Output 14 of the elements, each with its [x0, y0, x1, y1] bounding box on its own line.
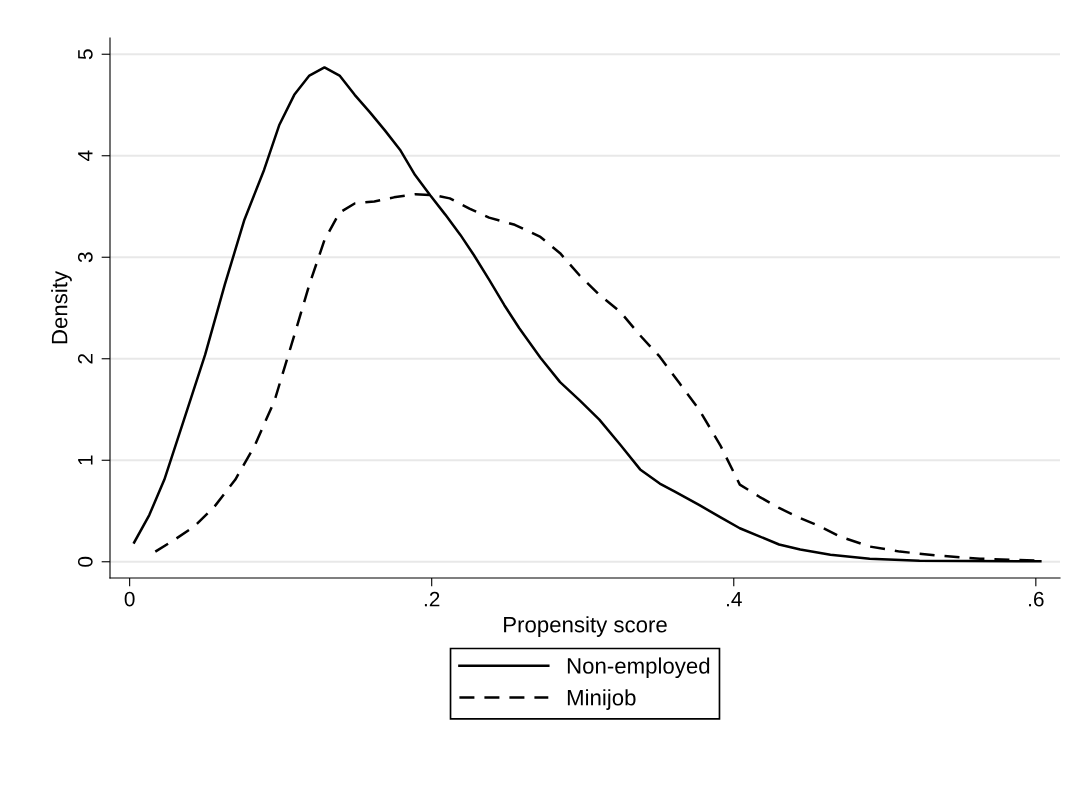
y-tick-label: 3 — [77, 252, 93, 263]
legend-label: Minijob — [567, 689, 636, 710]
x-tick-label: 0 — [124, 591, 135, 607]
x-tick-label: .6 — [1029, 591, 1044, 607]
y-tick-label: 1 — [78, 455, 93, 465]
y-axis-title: Density — [51, 270, 72, 344]
y-tick-label: 5 — [78, 49, 93, 60]
x-axis-title: Propensity score — [504, 616, 667, 637]
x-tick-label: .2 — [424, 591, 440, 607]
x-tick-label: .4 — [726, 591, 742, 607]
legend-label: Non-employed — [567, 657, 710, 679]
y-tick-label: 2 — [77, 354, 93, 364]
y-tick-label: 0 — [77, 556, 93, 567]
y-tick-label: 4 — [78, 150, 93, 162]
